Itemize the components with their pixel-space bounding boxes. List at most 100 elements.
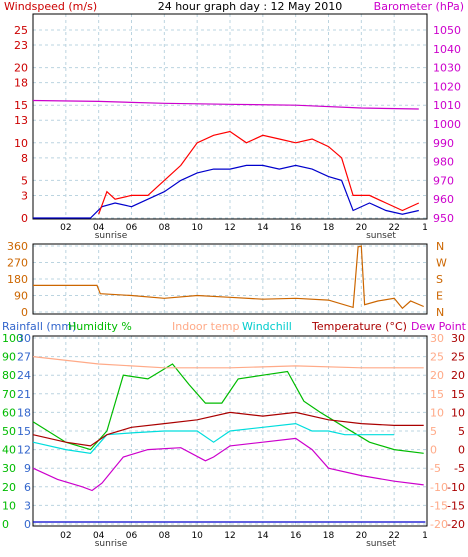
sunrise-label-3: sunrise — [95, 539, 128, 549]
panel3-left-ticks: 0 10 20 30 40 50 60 70 80 90 100 0 3 6 9 12 15 18 21 24 27 30 — [2, 332, 31, 531]
indoor-temp-tick: 15 — [430, 388, 444, 401]
panel1-grid — [33, 14, 427, 219]
humidity-tick: 60 — [2, 406, 16, 419]
temperature-tick: 0 — [458, 444, 465, 457]
humidity-tick: 70 — [2, 388, 16, 401]
x-tick-label: 14 — [257, 531, 269, 541]
humidity-tick: 0 — [2, 518, 9, 531]
barometer-tick: 950 — [433, 212, 454, 225]
barometer-tick: 1000 — [433, 118, 461, 131]
x-tick-label: 18 — [323, 531, 335, 541]
windspeed-tick: 20 — [14, 62, 28, 75]
panel1-left-ticks: 0 3 5 8 10 13 15 18 20 23 25 — [14, 24, 28, 225]
x-tick-label: 22 — [388, 531, 399, 541]
x-tick-label: 1 — [422, 531, 428, 541]
temperature-tick: 30 — [451, 332, 465, 345]
sunrise-label-1: sunrise — [95, 231, 128, 241]
rainfall-tick: 0 — [24, 518, 31, 531]
x-tick-label: 18 — [323, 223, 335, 233]
x-tick-label: 12 — [224, 531, 235, 541]
barometer-axis-label: Barometer (hPa) — [374, 0, 464, 13]
wind-direction-line — [33, 245, 424, 310]
windspeed-tick: 23 — [14, 39, 28, 52]
humidity-tick: 80 — [2, 369, 16, 382]
x-tick-label: 08 — [159, 531, 171, 541]
rainfall-tick: 30 — [17, 332, 31, 345]
sunset-label-1: sunset — [366, 231, 396, 241]
x-tick-label: 16 — [290, 223, 302, 233]
barometer-tick: 1020 — [433, 80, 461, 93]
temperature-tick: 5 — [458, 425, 465, 438]
legend-indoor-temp: Indoor temp — [172, 320, 239, 333]
panel1-frame — [32, 13, 428, 220]
barometer-tick: 1030 — [433, 62, 461, 75]
x-tick-label: 14 — [257, 223, 269, 233]
temperature-tick: -5 — [454, 462, 465, 475]
rainfall-tick: 15 — [17, 425, 31, 438]
series-line-right — [32, 99, 419, 110]
windspeed-tick: 0 — [21, 212, 28, 225]
barometer-tick: 960 — [433, 193, 454, 206]
panel3-series — [32, 356, 426, 523]
humidity-tick: 30 — [2, 462, 16, 475]
legend-rainfall: Rainfall (mm) — [2, 320, 76, 333]
temperature-tick: 10 — [451, 406, 465, 419]
rainfall-tick: 6 — [24, 481, 31, 494]
rainfall-tick: 3 — [24, 499, 31, 512]
indoor-temp-tick: 30 — [430, 332, 444, 345]
direction-tick: 180 — [7, 273, 28, 286]
x-tick-label: 02 — [60, 223, 71, 233]
x-tick-label: 12 — [224, 223, 235, 233]
humidity-tick: 10 — [2, 499, 16, 512]
rainfall-tick: 18 — [17, 406, 31, 419]
temperature-tick: -10 — [447, 481, 465, 494]
windspeed-tick: 5 — [21, 174, 28, 187]
humidity-tick: 20 — [2, 481, 16, 494]
windspeed-tick: 8 — [21, 152, 28, 165]
indoor-temp-tick: -20 — [430, 518, 448, 531]
x-tick-label: 10 — [191, 223, 203, 233]
series-line — [32, 437, 424, 492]
indoor-temp-tick: 25 — [430, 351, 444, 364]
panel3-right-ticks: -20 -15 -10 -5 0 5 10 15 20 25 30 -20 -15 -10 -5 0 5 10 15… — [430, 332, 465, 531]
x-tick-label: 08 — [159, 223, 171, 233]
indoor-temp-tick: -15 — [430, 499, 448, 512]
panel2-series — [33, 245, 424, 310]
panel1-right-ticks: 950 960 970 980 990 1000 1010 1020 1030 1040 1050 — [433, 24, 461, 225]
series-line — [32, 411, 424, 447]
panel1-series — [32, 99, 420, 219]
direction-tick: 90 — [14, 290, 28, 303]
compass-label: W — [436, 257, 447, 270]
barometer-tick: 1010 — [433, 99, 461, 112]
windspeed-tick: 3 — [21, 189, 28, 202]
humidity-tick: 40 — [2, 444, 16, 457]
indoor-temp-tick: 20 — [430, 369, 444, 382]
chart-title: 24 hour graph day : 12 May 2010 — [158, 0, 343, 13]
legend-temperature: Temperature (°C) — [311, 320, 407, 333]
humidity-tick: 100 — [2, 332, 23, 345]
direction-tick: 0 — [21, 306, 28, 319]
barometer-tick: 970 — [433, 174, 454, 187]
compass-label: N — [436, 240, 444, 253]
x-tick-label: 1 — [422, 223, 428, 233]
x-tick-label: 20 — [356, 223, 368, 233]
panel3-x-ticks: 02 04 06 08 10 12 14 16 18 20 22 1 — [60, 531, 428, 541]
indoor-temp-tick: -5 — [430, 462, 441, 475]
x-tick-label: 20 — [356, 531, 368, 541]
series-line-left — [98, 130, 420, 215]
series-line — [32, 356, 424, 369]
compass-label: E — [436, 290, 443, 303]
panel3-frame — [32, 335, 428, 527]
x-tick-label: 06 — [126, 223, 138, 233]
barometer-tick: 1050 — [433, 24, 461, 37]
x-tick-label: 10 — [191, 531, 203, 541]
rainfall-tick: 24 — [17, 369, 31, 382]
legend-dew-point: Dew Point — [411, 320, 467, 333]
windspeed-tick: 15 — [14, 99, 28, 112]
barometer-tick: 990 — [433, 137, 454, 150]
legend-windchill: Windchill — [242, 320, 292, 333]
rainfall-tick: 21 — [17, 388, 31, 401]
x-tick-label: 06 — [126, 531, 138, 541]
